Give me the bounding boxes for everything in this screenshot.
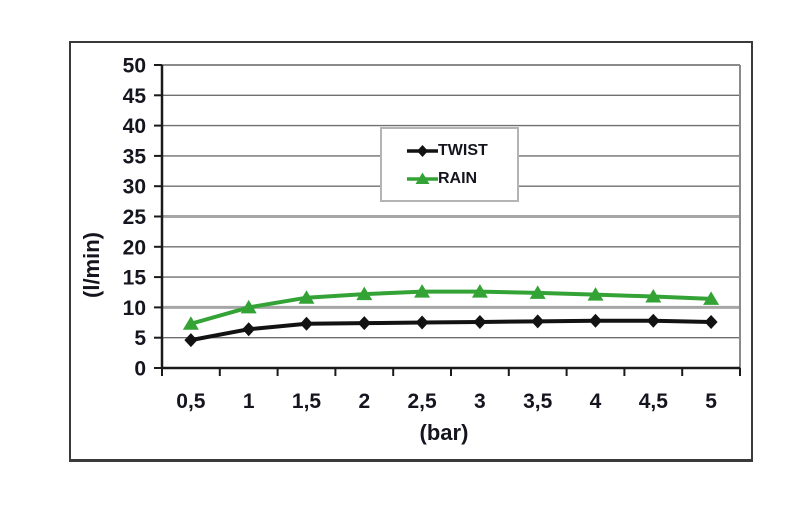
axes — [154, 64, 741, 376]
svg-text:3: 3 — [474, 390, 486, 413]
y-tick-labels: 0 5 10 15 20 25 30 35 40 45 50 — [123, 55, 147, 381]
svg-text:(bar): (bar) — [420, 420, 469, 445]
legend-entry-twist: TWIST — [407, 141, 517, 159]
svg-text:20: 20 — [123, 236, 146, 259]
svg-text:(l/min): (l/min) — [79, 232, 104, 298]
svg-text:35: 35 — [123, 145, 147, 168]
svg-text:2: 2 — [358, 390, 370, 413]
rain-series-marker-icon — [407, 172, 438, 184]
svg-text:15: 15 — [123, 267, 147, 290]
svg-text:1: 1 — [243, 390, 255, 413]
svg-text:5: 5 — [134, 327, 146, 350]
svg-text:40: 40 — [123, 115, 146, 138]
svg-text:25: 25 — [123, 206, 147, 229]
x-tick-labels: 0,5 1 1,5 2 2,5 3 3,5 4 4,5 5 — [176, 390, 717, 413]
chart-frame: 0 5 10 15 20 25 30 35 40 45 50 0,5 1 1,5 2 2,5 3 3,5 4 4,5 5… — [69, 41, 753, 462]
svg-text:30: 30 — [123, 176, 146, 199]
legend-label-rain: RAIN — [438, 169, 478, 187]
flow-rate-chart: 0 5 10 15 20 25 30 35 40 45 50 0,5 1 1,5 2 2,5 3 3,5 4 4,5 5… — [79, 55, 741, 445]
chart-legend: TWIST RAIN — [380, 127, 519, 202]
svg-text:10: 10 — [123, 297, 146, 320]
svg-text:2,5: 2,5 — [407, 390, 437, 413]
svg-text:0: 0 — [134, 358, 146, 381]
svg-text:4,5: 4,5 — [639, 390, 669, 413]
svg-text:50: 50 — [123, 55, 146, 78]
svg-text:5: 5 — [705, 390, 717, 413]
svg-text:3,5: 3,5 — [523, 390, 553, 413]
axis-titles: (bar) (l/min) — [79, 232, 468, 445]
svg-text:4: 4 — [590, 390, 602, 413]
legend-entry-rain: RAIN — [407, 169, 517, 187]
twist-series-marker-icon — [407, 144, 438, 157]
series-rain — [182, 284, 720, 330]
series-twist — [184, 313, 718, 348]
svg-text:45: 45 — [123, 85, 147, 108]
svg-text:0,5: 0,5 — [176, 390, 206, 413]
svg-text:1,5: 1,5 — [292, 390, 322, 413]
legend-label-twist: TWIST — [438, 141, 488, 159]
